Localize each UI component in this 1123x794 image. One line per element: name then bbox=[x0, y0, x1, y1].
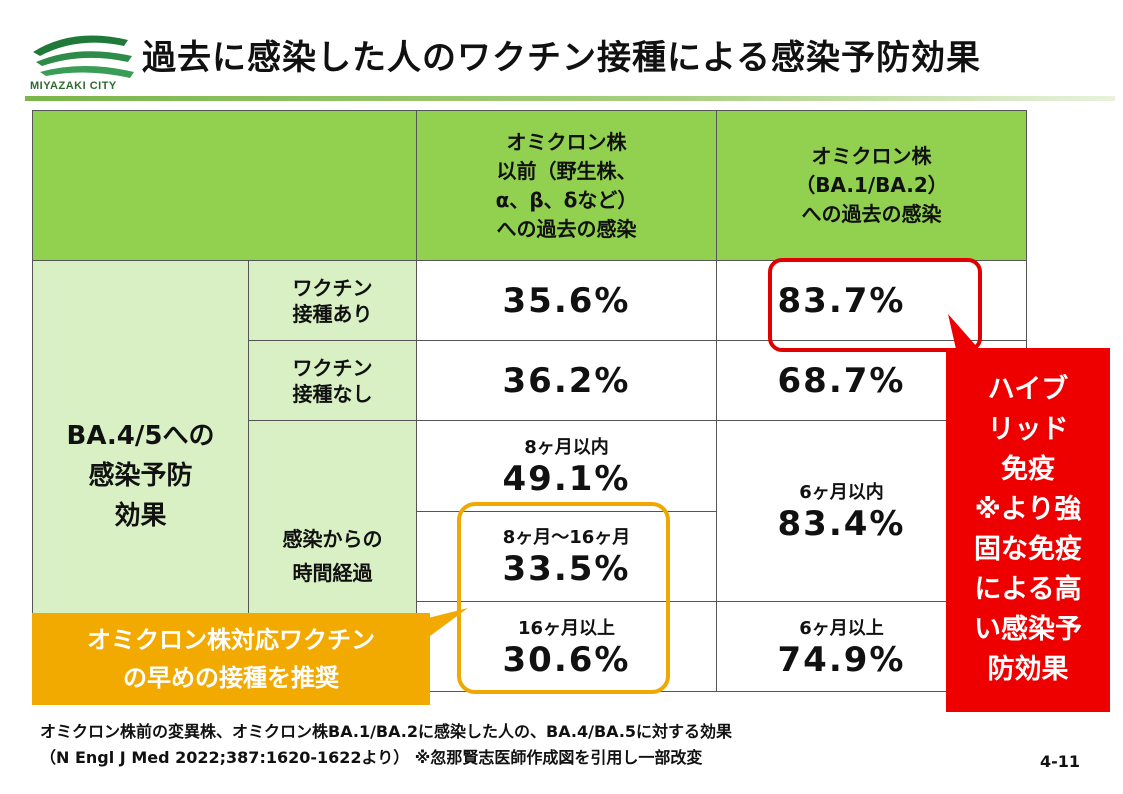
header-divider bbox=[25, 96, 1115, 101]
footer-line-2: （N Engl J Med 2022;387:1620-1622より） ※忽那賢… bbox=[40, 748, 703, 767]
o2-value: 74.9% bbox=[777, 639, 906, 680]
value-omicron-vax-yes: 83.7% bbox=[777, 280, 906, 321]
time-elapsed-label: 感染からの 時間経過 bbox=[282, 527, 383, 585]
miyazaki-city-logo bbox=[33, 35, 134, 78]
col-header-pre-omicron-text: オミクロン株 以前（野生株、 α、β、δなど） への過去の感染 bbox=[495, 129, 638, 241]
cell-pre-omicron-t1: 8ヶ月以内 49.1% bbox=[416, 420, 717, 512]
vax-yes-label: ワクチン 接種あり bbox=[292, 275, 373, 326]
logo-text: MIYAZAKI CITY bbox=[30, 80, 117, 92]
corner-header-cell bbox=[32, 110, 417, 261]
t2-sublabel: 8ヶ月～16ヶ月 bbox=[502, 527, 631, 549]
page-title: 過去に感染した人のワクチン接種による感染予防効果 bbox=[142, 38, 981, 78]
col-header-omicron-text: オミクロン株 （BA.1/BA.2） への過去の感染 bbox=[795, 144, 948, 226]
value-pre-omicron-vax-no: 36.2% bbox=[502, 360, 631, 401]
footer-line-1: オミクロン株前の変異株、オミクロン株BA.1/BA.2に感染した人の、BA.4/… bbox=[40, 722, 733, 741]
t1-sublabel: 8ヶ月以内 bbox=[524, 436, 609, 458]
hybrid-immunity-callout: ハイブ リッド 免疫 ※より強 固な免疫 による高 い感染予 防効果 bbox=[946, 348, 1110, 712]
t3-value: 30.6% bbox=[502, 639, 631, 680]
vax-no-label: ワクチン 接種なし bbox=[292, 355, 373, 406]
t3-sublabel: 16ヶ月以上 bbox=[517, 617, 616, 639]
cell-pre-omicron-vax-yes: 35.6% bbox=[416, 260, 717, 341]
highlight-waning-box bbox=[457, 502, 670, 694]
row-group-label: BA.4/5への 感染予防 効果 bbox=[66, 421, 215, 531]
value-omicron-vax-no: 68.7% bbox=[777, 360, 906, 401]
value-pre-omicron-vax-yes: 35.6% bbox=[502, 280, 631, 321]
orange-pointer bbox=[428, 608, 468, 636]
vaccine-recommendation-callout: オミクロン株対応ワクチン の早めの接種を推奨 bbox=[32, 613, 430, 705]
red-pointer bbox=[948, 314, 978, 358]
vaccine-recommendation-text: オミクロン株対応ワクチン の早めの接種を推奨 bbox=[87, 626, 375, 692]
col-header-omicron: オミクロン株 （BA.1/BA.2） への過去の感染 bbox=[716, 110, 1027, 261]
page-number: 4-11 bbox=[1040, 752, 1081, 771]
o2-sublabel: 6ヶ月以上 bbox=[799, 617, 884, 639]
col-header-pre-omicron: オミクロン株 以前（野生株、 α、β、δなど） への過去の感染 bbox=[416, 110, 717, 261]
cell-pre-omicron-vax-no: 36.2% bbox=[416, 340, 717, 421]
highlight-83-7-box bbox=[768, 258, 982, 352]
o1-sublabel: 6ヶ月以内 bbox=[799, 482, 884, 503]
o1-value: 83.4% bbox=[777, 504, 906, 544]
cell-omicron-vax-yes: 83.7% bbox=[716, 260, 1027, 341]
row-header-vax-yes: ワクチン 接種あり bbox=[248, 260, 417, 341]
t1-value: 49.1% bbox=[502, 458, 631, 499]
hybrid-immunity-text: ハイブ リッド 免疫 ※より強 固な免疫 による高 い感染予 防効果 bbox=[974, 374, 1082, 685]
row-header-vax-no: ワクチン 接種なし bbox=[248, 340, 417, 421]
t2-value: 33.5% bbox=[502, 549, 631, 590]
